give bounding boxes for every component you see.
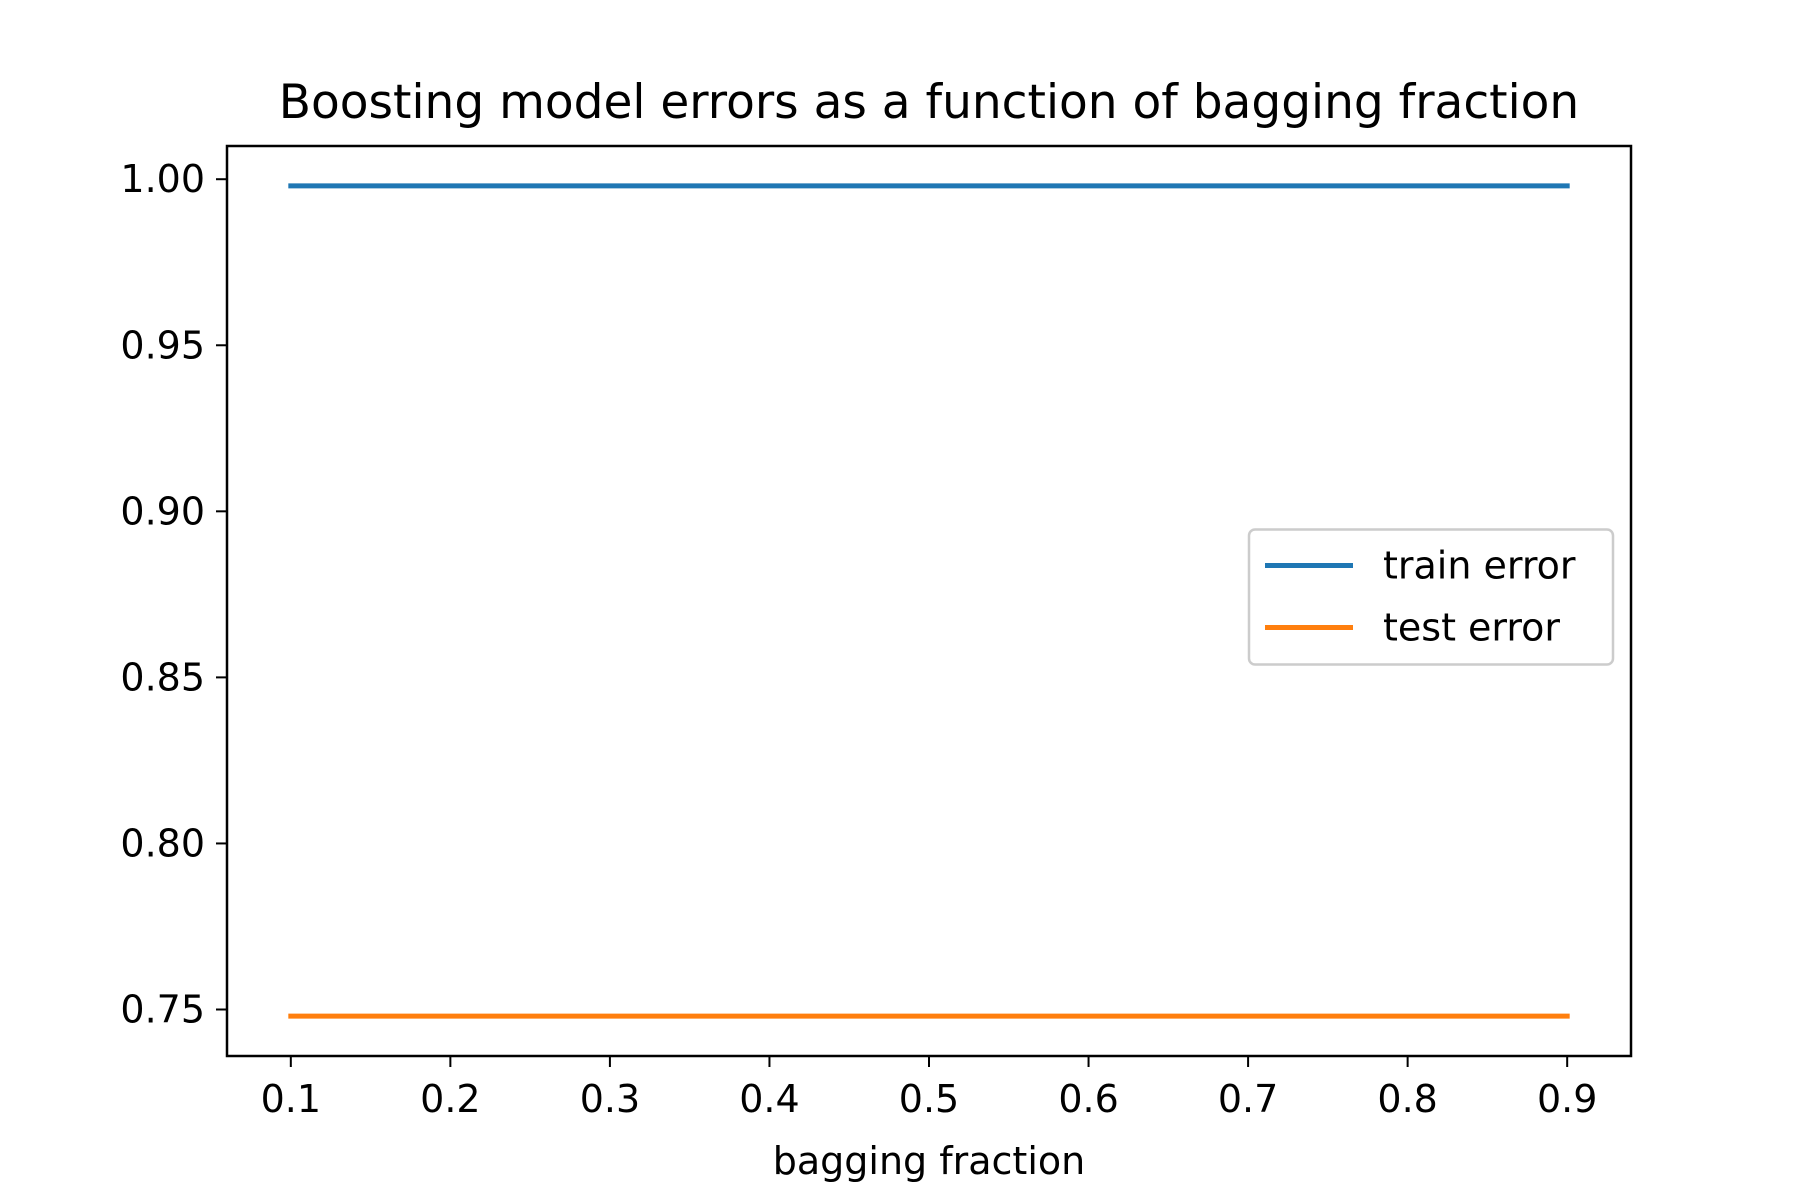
x-tick-label: 0.9 [1537,1077,1597,1121]
x-tick-label: 0.2 [420,1077,480,1121]
x-tick-label: 0.1 [261,1077,321,1121]
x-tick-label: 0.7 [1218,1077,1278,1121]
x-tick-label: 0.3 [580,1077,640,1121]
y-tick-label: 1.00 [120,157,205,201]
y-tick-label: 0.90 [120,489,205,533]
x-tick-label: 0.6 [1058,1077,1118,1121]
y-tick-label: 0.80 [120,821,205,865]
x-tick-label: 0.8 [1377,1077,1437,1121]
y-axis: 0.75 0.80 0.85 0.90 0.95 1.00 [120,157,227,1032]
y-tick-label: 0.95 [120,323,205,367]
legend-label-train-error: train error [1383,544,1576,588]
x-axis: 0.1 0.2 0.3 0.4 0.5 0.6 0.7 0.8 0.9 [261,1056,1597,1121]
y-tick-label: 0.85 [120,655,205,699]
x-axis-label: bagging fraction [773,1139,1085,1183]
x-tick-label: 0.4 [739,1077,799,1121]
legend: train error test error [1247,528,1615,666]
chart-title: Boosting model errors as a function of b… [279,75,1579,130]
plot-area [288,183,1570,1019]
y-tick-label: 0.75 [120,988,205,1032]
legend-label-test-error: test error [1383,606,1560,650]
x-tick-label: 0.5 [899,1077,959,1121]
